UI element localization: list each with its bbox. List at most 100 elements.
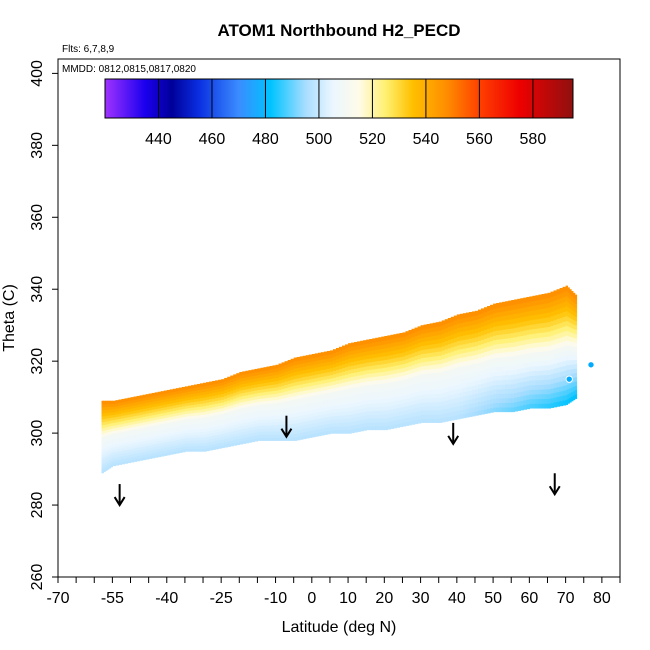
field-cell (572, 363, 576, 370)
field-cell (200, 434, 204, 438)
field-cell (242, 392, 246, 396)
field-cell (260, 407, 265, 411)
field-cell (339, 429, 343, 434)
field-cell (166, 403, 171, 407)
x-tick-label: -40 (155, 590, 178, 607)
field-cell (212, 383, 216, 388)
direction-arrows (113, 415, 561, 507)
field-cell (136, 439, 141, 443)
field-cell (538, 346, 543, 352)
field-cell (299, 363, 304, 368)
field-cell (101, 400, 104, 405)
field-cell (369, 384, 373, 389)
field-cell (366, 380, 370, 386)
field-cell (375, 387, 379, 392)
field-cell (296, 381, 301, 386)
field-cell (215, 443, 219, 447)
field-cell (263, 388, 268, 393)
field-cell (372, 383, 376, 389)
field-cell (299, 356, 304, 361)
field-cell (305, 358, 310, 363)
field-cell (181, 440, 186, 445)
field-cell (284, 410, 289, 415)
field-cell (175, 396, 180, 400)
field-cell (411, 372, 416, 378)
field-cell (221, 393, 225, 397)
field-cell (375, 421, 379, 427)
field-cell (339, 418, 343, 423)
field-cell (339, 364, 343, 369)
field-cell (547, 331, 552, 337)
field-cell (218, 436, 222, 441)
field-cell (477, 366, 482, 372)
field-cell (221, 387, 225, 392)
field-cell (227, 423, 231, 427)
field-cell (532, 347, 536, 353)
field-cell (172, 410, 177, 414)
field-cell (302, 355, 307, 360)
field-cell (366, 347, 370, 352)
field-cell (209, 381, 213, 385)
field-cell (348, 361, 352, 367)
field-cell (523, 334, 527, 341)
field-cell (172, 404, 177, 409)
field-cell (432, 397, 437, 403)
field-cell (284, 394, 289, 399)
field-cell (184, 399, 189, 404)
field-cell (411, 344, 416, 350)
x-axis-label: Latitude (deg N) (282, 619, 397, 636)
field-cell (230, 434, 234, 438)
field-cell (224, 415, 228, 419)
field-cell (487, 390, 491, 396)
field-cell (357, 356, 361, 361)
field-cell (417, 346, 422, 352)
field-cell (124, 425, 129, 429)
field-cell (571, 332, 574, 338)
field-cell (251, 432, 255, 437)
field-cell (474, 310, 479, 316)
field-cell (263, 367, 268, 371)
field-cell (266, 394, 271, 398)
field-cell (465, 395, 470, 401)
field-cell (378, 360, 382, 365)
field-cell (559, 356, 564, 363)
field-cell (396, 411, 401, 417)
field-cell (471, 328, 476, 334)
field-cell (459, 357, 464, 363)
field-cell (399, 344, 404, 350)
field-cell (175, 417, 180, 422)
field-cell (471, 411, 476, 417)
field-cell (484, 351, 488, 357)
field-cell (121, 417, 126, 422)
field-cell (342, 378, 346, 383)
field-cell (429, 364, 434, 370)
field-cell (136, 449, 141, 454)
field-cell (166, 452, 171, 456)
field-cell (384, 351, 388, 357)
field-cell (481, 321, 485, 327)
field-cell (345, 381, 349, 386)
field-cell (493, 308, 497, 314)
field-cell (384, 382, 388, 388)
field-cell (574, 342, 578, 348)
field-cell (562, 350, 567, 357)
field-cell (381, 406, 385, 411)
field-cell (178, 441, 183, 445)
field-cell (441, 333, 446, 338)
field-cell (420, 341, 425, 347)
field-cell (257, 419, 262, 423)
field-cell (139, 411, 144, 415)
field-cell (450, 342, 455, 348)
field-cell (251, 384, 255, 389)
field-cell (438, 359, 443, 365)
field-cell (278, 437, 283, 441)
field-cell (311, 360, 316, 365)
field-cell (450, 394, 455, 400)
field-cell (296, 388, 301, 393)
field-cell (112, 446, 117, 450)
field-cell (110, 439, 113, 443)
field-cell (477, 405, 482, 411)
field-cell (499, 397, 503, 404)
field-cell (493, 393, 497, 399)
field-cell (396, 341, 401, 346)
